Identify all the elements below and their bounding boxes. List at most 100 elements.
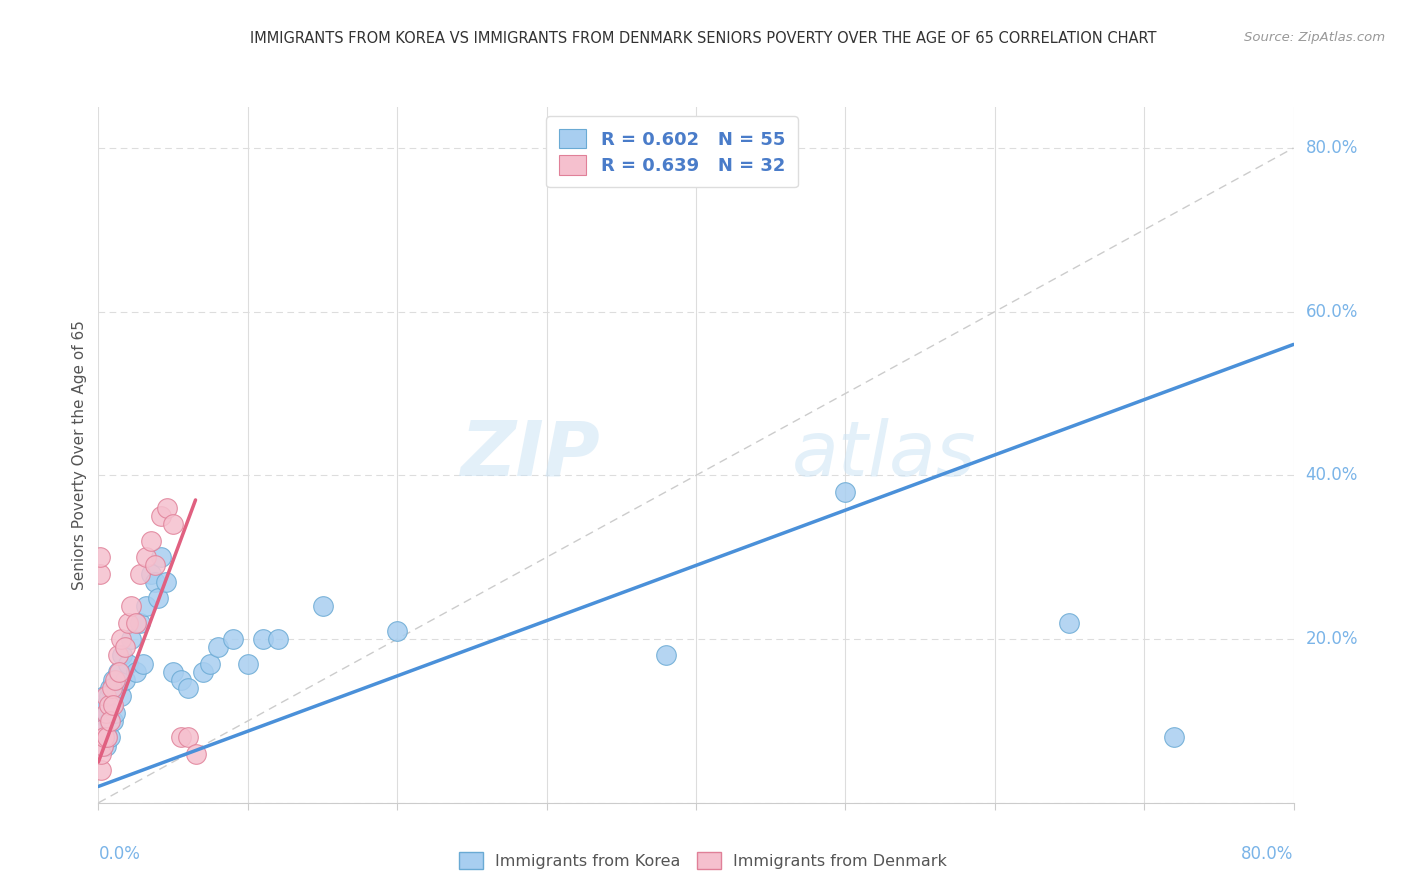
Point xyxy=(90,747,112,761)
Point xyxy=(96,706,118,720)
Point xyxy=(94,690,117,704)
Point xyxy=(97,690,120,704)
Point xyxy=(98,731,122,745)
Point xyxy=(120,599,142,614)
Point xyxy=(148,591,170,606)
Point xyxy=(129,615,152,630)
Point xyxy=(111,648,134,663)
Point xyxy=(125,665,148,679)
Point xyxy=(177,681,200,696)
Legend: R = 0.602   N = 55, R = 0.639   N = 32: R = 0.602 N = 55, R = 0.639 N = 32 xyxy=(547,116,797,187)
Legend: Immigrants from Korea, Immigrants from Denmark: Immigrants from Korea, Immigrants from D… xyxy=(453,846,953,875)
Text: atlas: atlas xyxy=(792,418,976,491)
Point xyxy=(90,763,112,777)
Point xyxy=(117,615,139,630)
Point xyxy=(94,698,117,712)
Point xyxy=(184,747,207,761)
Y-axis label: Seniors Poverty Over the Age of 65: Seniors Poverty Over the Age of 65 xyxy=(72,320,87,590)
Point xyxy=(143,558,166,573)
Point xyxy=(135,550,157,565)
Point xyxy=(385,624,409,638)
Point xyxy=(94,706,117,720)
Point xyxy=(96,731,118,745)
Point xyxy=(94,722,117,736)
Point xyxy=(169,673,191,687)
Point xyxy=(114,673,136,687)
Point xyxy=(150,550,173,565)
Point xyxy=(110,632,132,646)
Point xyxy=(1163,731,1185,745)
Point xyxy=(97,698,120,712)
Point xyxy=(101,681,124,696)
Point xyxy=(267,632,290,646)
Point xyxy=(89,550,111,565)
Point xyxy=(91,739,114,753)
Point xyxy=(135,599,157,614)
Point xyxy=(655,648,678,663)
Point xyxy=(98,681,122,696)
Point xyxy=(162,517,184,532)
Point xyxy=(93,731,115,745)
Point xyxy=(90,714,112,728)
Point xyxy=(89,739,111,753)
Point xyxy=(200,657,222,671)
Point xyxy=(125,615,148,630)
Point xyxy=(132,657,155,671)
Point xyxy=(1059,615,1081,630)
Point xyxy=(103,698,125,712)
Point xyxy=(156,501,179,516)
Point xyxy=(139,566,162,581)
Point xyxy=(207,640,229,655)
Point xyxy=(139,533,162,548)
Text: 40.0%: 40.0% xyxy=(1305,467,1358,484)
Point xyxy=(104,706,127,720)
Text: 60.0%: 60.0% xyxy=(1305,302,1358,321)
Point xyxy=(90,731,112,745)
Point xyxy=(150,509,173,524)
Point xyxy=(97,714,120,728)
Point xyxy=(101,698,124,712)
Point xyxy=(191,665,214,679)
Text: 0.0%: 0.0% xyxy=(98,845,141,863)
Point xyxy=(169,731,191,745)
Text: 80.0%: 80.0% xyxy=(1305,139,1358,157)
Point xyxy=(89,722,111,736)
Point xyxy=(162,665,184,679)
Point xyxy=(252,632,274,646)
Point xyxy=(143,574,166,589)
Point xyxy=(91,722,114,736)
Point xyxy=(90,698,112,712)
Point xyxy=(117,657,139,671)
Point xyxy=(834,484,856,499)
Point xyxy=(110,690,132,704)
Point xyxy=(105,681,128,696)
Point xyxy=(93,690,115,704)
Point xyxy=(96,731,118,745)
Point xyxy=(98,714,122,728)
Text: Source: ZipAtlas.com: Source: ZipAtlas.com xyxy=(1244,31,1385,45)
Point xyxy=(91,739,114,753)
Point xyxy=(108,665,131,679)
Point xyxy=(155,574,177,589)
Text: 20.0%: 20.0% xyxy=(1305,630,1358,648)
Text: 80.0%: 80.0% xyxy=(1241,845,1294,863)
Point xyxy=(107,665,129,679)
Point xyxy=(93,731,115,745)
Point xyxy=(103,714,125,728)
Point xyxy=(103,673,125,687)
Point xyxy=(129,566,152,581)
Point xyxy=(91,706,114,720)
Point xyxy=(120,632,142,646)
Point xyxy=(177,731,200,745)
Point xyxy=(114,640,136,655)
Text: IMMIGRANTS FROM KOREA VS IMMIGRANTS FROM DENMARK SENIORS POVERTY OVER THE AGE OF: IMMIGRANTS FROM KOREA VS IMMIGRANTS FROM… xyxy=(250,31,1156,46)
Point xyxy=(107,648,129,663)
Point xyxy=(89,566,111,581)
Point xyxy=(104,673,127,687)
Point xyxy=(222,632,245,646)
Text: ZIP: ZIP xyxy=(461,418,600,491)
Point xyxy=(94,739,117,753)
Point xyxy=(311,599,333,614)
Point xyxy=(236,657,259,671)
Point xyxy=(91,722,114,736)
